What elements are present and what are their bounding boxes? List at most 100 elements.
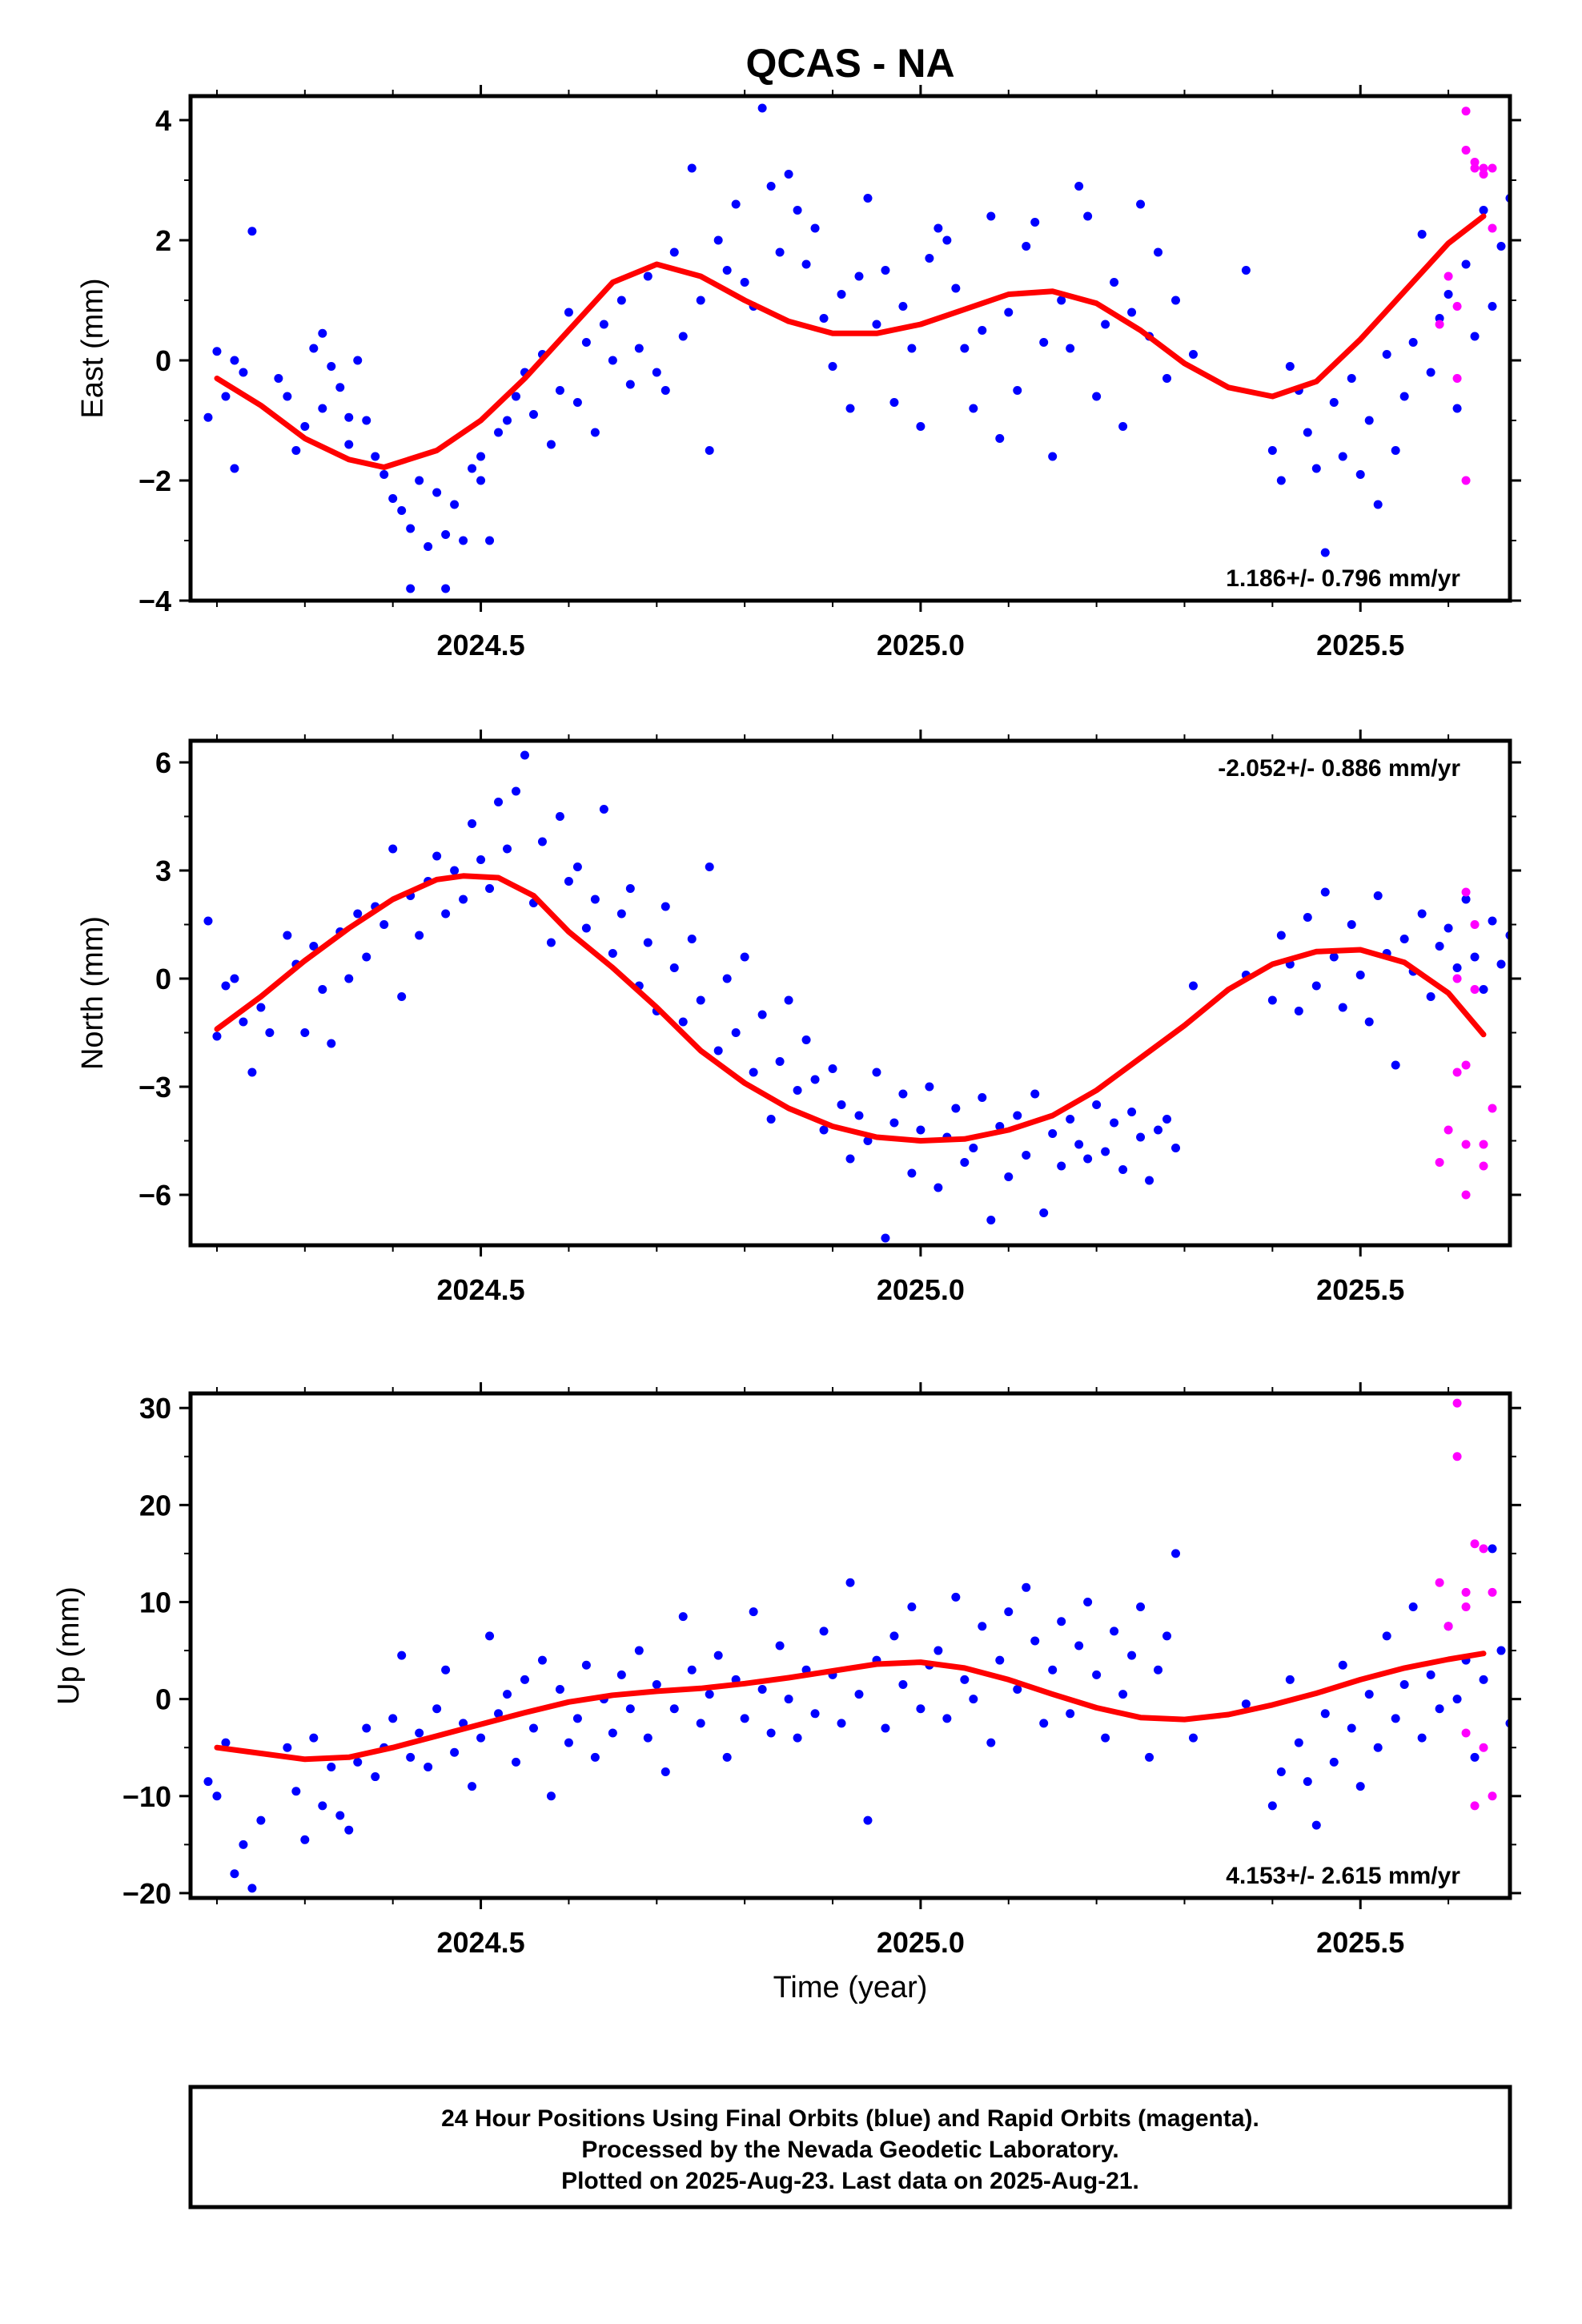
final-point bbox=[503, 416, 512, 425]
final-point bbox=[1523, 1685, 1532, 1694]
panel-north: 6 3 0 −3 −6 2024.5 2025.0 2025.5 -2.052+/- 0.886… bbox=[76, 730, 1523, 1306]
final-point bbox=[291, 446, 301, 455]
final-point bbox=[239, 1017, 248, 1027]
final-point bbox=[203, 916, 213, 926]
final-point bbox=[1523, 320, 1532, 329]
final-point bbox=[757, 1010, 767, 1019]
y-tick-label: 0 bbox=[155, 963, 171, 995]
final-point bbox=[1039, 1208, 1049, 1217]
final-point bbox=[230, 356, 239, 365]
final-point bbox=[230, 464, 239, 473]
final-point bbox=[581, 1660, 591, 1670]
final-point bbox=[1558, 152, 1567, 161]
final-point bbox=[1426, 368, 1435, 377]
final-point bbox=[441, 584, 451, 593]
final-point bbox=[283, 931, 292, 940]
x-axis-label: Time (year) bbox=[773, 1971, 928, 2004]
final-point bbox=[828, 1064, 837, 1073]
rate-label: -2.052+/- 0.886 mm/yr bbox=[1218, 755, 1460, 782]
final-point bbox=[239, 368, 248, 377]
final-point bbox=[1101, 1147, 1110, 1156]
final-point bbox=[995, 1655, 1005, 1665]
final-point bbox=[1347, 374, 1356, 383]
rapid-point bbox=[1479, 1140, 1488, 1149]
rapid-point bbox=[1470, 985, 1480, 994]
final-point bbox=[1311, 1820, 1321, 1830]
final-point bbox=[1241, 266, 1251, 275]
final-point bbox=[1479, 1675, 1488, 1684]
final-point bbox=[969, 404, 978, 413]
final-point bbox=[661, 1767, 670, 1776]
y-tick-label: 0 bbox=[155, 1683, 171, 1716]
final-point bbox=[916, 422, 926, 431]
final-point bbox=[318, 328, 327, 338]
final-point bbox=[494, 428, 504, 437]
chart-title: QCAS - NA bbox=[745, 41, 954, 86]
final-point bbox=[503, 844, 512, 854]
final-point bbox=[1567, 224, 1576, 233]
final-point bbox=[450, 866, 460, 875]
final-point bbox=[669, 963, 679, 972]
final-point bbox=[1048, 452, 1058, 461]
final-point bbox=[969, 1144, 978, 1152]
final-point bbox=[485, 884, 495, 893]
final-point bbox=[1066, 1115, 1075, 1124]
final-point bbox=[1048, 1129, 1058, 1138]
rapid-point bbox=[1488, 1104, 1497, 1113]
final-point bbox=[643, 938, 652, 947]
final-point bbox=[1188, 1733, 1198, 1743]
final-point bbox=[1030, 1636, 1040, 1646]
final-point bbox=[793, 206, 802, 215]
final-point bbox=[934, 1183, 943, 1192]
final-point bbox=[951, 1104, 961, 1113]
final-point bbox=[837, 1100, 846, 1109]
y-tick-label: 2 bbox=[155, 224, 171, 257]
final-point bbox=[775, 247, 785, 257]
final-point bbox=[1030, 1089, 1040, 1099]
final-point bbox=[995, 434, 1005, 443]
final-point bbox=[845, 404, 855, 413]
final-point bbox=[1470, 332, 1480, 341]
final-point bbox=[247, 1884, 257, 1893]
final-point bbox=[221, 392, 231, 401]
final-point bbox=[512, 392, 521, 401]
final-point bbox=[696, 296, 705, 305]
rapid-point bbox=[1452, 1068, 1462, 1077]
final-point bbox=[1355, 470, 1365, 479]
final-point bbox=[1074, 1641, 1084, 1651]
final-point bbox=[344, 974, 354, 983]
final-point bbox=[476, 855, 486, 864]
final-point bbox=[881, 266, 890, 275]
final-point bbox=[406, 584, 416, 593]
final-point bbox=[1347, 920, 1356, 929]
final-point bbox=[230, 974, 239, 983]
final-point bbox=[661, 386, 670, 395]
final-point bbox=[581, 923, 591, 933]
rapid-point bbox=[1443, 1125, 1453, 1135]
y-tick-label: 4 bbox=[155, 104, 171, 137]
final-point bbox=[881, 1233, 890, 1243]
final-point bbox=[1118, 422, 1128, 431]
final-point bbox=[1514, 996, 1523, 1005]
final-point bbox=[1004, 1607, 1014, 1617]
final-point bbox=[247, 227, 257, 236]
final-point bbox=[1399, 935, 1409, 943]
rapid-point bbox=[1435, 1158, 1444, 1167]
y-tick-label: −20 bbox=[122, 1877, 171, 1910]
final-point bbox=[1373, 1743, 1383, 1752]
final-point bbox=[757, 1685, 767, 1695]
final-point bbox=[889, 1631, 899, 1641]
final-point bbox=[1039, 1719, 1049, 1728]
final-point bbox=[1066, 344, 1075, 353]
final-point bbox=[1399, 1679, 1409, 1689]
final-point bbox=[1276, 1767, 1286, 1776]
final-point bbox=[819, 1626, 829, 1636]
final-point bbox=[678, 332, 688, 341]
final-point bbox=[1136, 1132, 1146, 1142]
rate-label: 4.153+/- 2.615 mm/yr bbox=[1226, 1863, 1460, 1889]
final-point bbox=[678, 1612, 688, 1622]
final-point bbox=[555, 386, 564, 395]
final-point bbox=[1267, 446, 1277, 455]
final-point bbox=[1311, 464, 1321, 473]
final-point bbox=[740, 952, 749, 962]
